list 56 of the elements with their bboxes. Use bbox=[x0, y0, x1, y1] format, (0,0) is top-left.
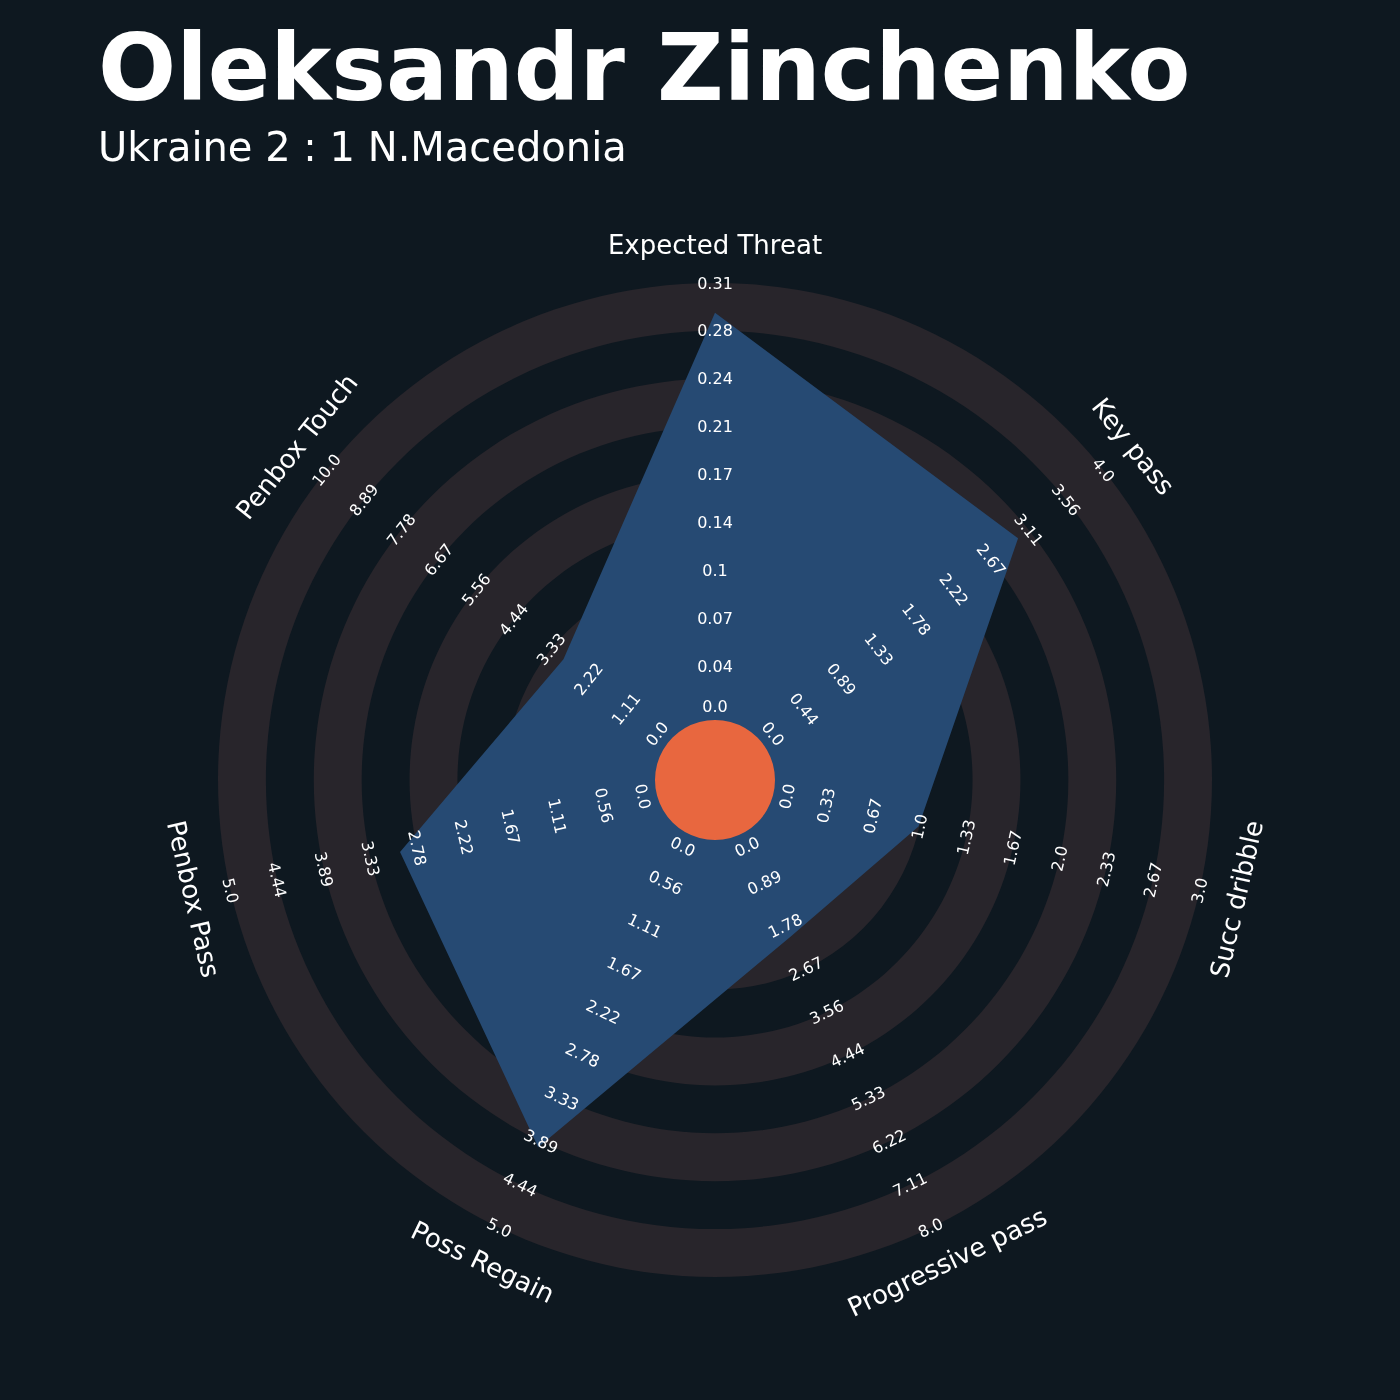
text: 4.44 bbox=[499, 1168, 541, 1201]
text: 0.0 bbox=[775, 781, 800, 811]
text: 0.0 bbox=[641, 718, 673, 750]
text: 0.24 bbox=[697, 369, 733, 389]
text: 0.56 bbox=[645, 866, 686, 899]
text: 3.89 bbox=[520, 1125, 562, 1158]
text: 3.0 bbox=[1187, 876, 1212, 906]
text: 5.0 bbox=[483, 1213, 515, 1242]
text: 7.11 bbox=[889, 1168, 931, 1201]
text: 0.33 bbox=[812, 785, 840, 825]
text: 5.0 bbox=[218, 876, 243, 906]
text: 1.11 bbox=[624, 909, 665, 943]
chart-title: Oleksandr Zinchenko bbox=[98, 14, 1191, 122]
text: 3.56 bbox=[806, 995, 847, 1029]
text: 0.28 bbox=[697, 321, 733, 341]
text: 2.22 bbox=[450, 817, 478, 857]
text: 0.21 bbox=[697, 417, 733, 437]
text: 0.89 bbox=[744, 866, 785, 899]
text: 1.0 bbox=[907, 812, 932, 842]
text: 0.0 bbox=[731, 832, 763, 861]
text: 8.0 bbox=[915, 1213, 947, 1242]
text: 1.67 bbox=[603, 952, 645, 986]
text: 2.78 bbox=[403, 828, 431, 868]
text: 6.22 bbox=[868, 1125, 910, 1158]
text: 0.67 bbox=[859, 796, 886, 836]
text: 0.07 bbox=[697, 608, 733, 628]
spoke-label: Expected Threat bbox=[607, 230, 823, 260]
text: 0.56 bbox=[590, 785, 618, 825]
text: 1.33 bbox=[952, 817, 980, 857]
chart-subtitle: Ukraine 2 : 1 N.Macedonia bbox=[98, 124, 627, 170]
text: 3.33 bbox=[541, 1082, 582, 1115]
text: 0.14 bbox=[697, 512, 733, 532]
text: 2.67 bbox=[1139, 860, 1167, 900]
text: 0.31 bbox=[697, 273, 733, 293]
text: 5.33 bbox=[848, 1082, 889, 1115]
text: 2.78 bbox=[562, 1038, 603, 1072]
text: 1.11 bbox=[544, 796, 571, 836]
text: 0.1 bbox=[702, 560, 728, 580]
text: 2.67 bbox=[785, 952, 827, 986]
text: 4.0 bbox=[1088, 454, 1119, 486]
text: 0.0 bbox=[702, 696, 728, 716]
text: 2.22 bbox=[583, 995, 624, 1029]
text: 4.44 bbox=[263, 860, 291, 900]
text: 3.33 bbox=[357, 839, 384, 879]
text: 1.67 bbox=[497, 807, 524, 847]
text: 2.0 bbox=[1047, 844, 1072, 874]
text: 1.67 bbox=[999, 828, 1027, 868]
text: 1.78 bbox=[765, 909, 806, 943]
text: 3.89 bbox=[310, 849, 338, 889]
text: 0.0 bbox=[667, 832, 699, 861]
text: 0.04 bbox=[697, 656, 733, 676]
text: 0.0 bbox=[630, 781, 655, 811]
text: 0.17 bbox=[697, 465, 733, 485]
text: 4.44 bbox=[827, 1038, 868, 1072]
text: 2.33 bbox=[1092, 849, 1120, 889]
text: 0.0 bbox=[757, 718, 789, 750]
